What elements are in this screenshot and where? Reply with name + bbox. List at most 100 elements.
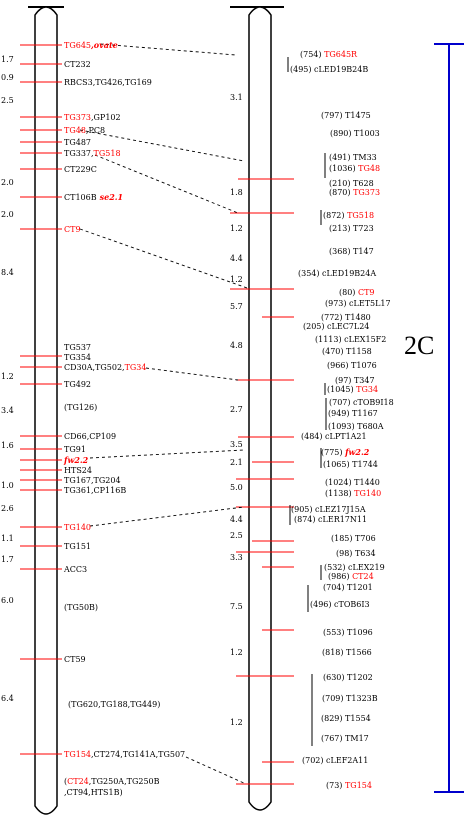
right-marker: (775) fw2.2 (321, 447, 370, 457)
left-marker: ACC3 (63, 565, 87, 574)
right-chromosome (230, 6, 284, 811)
right-dist: 4.4 (230, 254, 243, 263)
right-marker: (870) TG373 (329, 188, 380, 197)
right-marker: (97) T347 (335, 376, 375, 385)
right-marker: (973) cLET5L17 (325, 299, 391, 308)
right-dist: 5.7 (230, 302, 243, 311)
left-marker: CT9 (64, 225, 81, 234)
left-marker: CT229C (64, 165, 97, 174)
left-dist: 3.4 (1, 406, 14, 415)
left-dist: 2.0 (1, 210, 14, 219)
right-marker: (213) T723 (329, 224, 374, 233)
left-marker: TG337,TG518 (64, 149, 121, 158)
right-marker: (1138) TG140 (325, 489, 381, 498)
left-dist: 2.0 (1, 178, 14, 187)
left-marker: CD30A,TG502,TG34 (64, 363, 146, 372)
left-dist: 2.5 (1, 96, 14, 105)
right-marker: (797) T1475 (321, 111, 371, 120)
right-marker: (767) TM17 (321, 734, 369, 743)
right-marker: (949) T1167 (328, 409, 378, 418)
right-marker: (890) T1003 (330, 129, 380, 138)
right-marker: (491) TM33 (329, 153, 377, 162)
right-marker: (354) cLED19B24A (298, 269, 376, 278)
right-dist: 1.8 (230, 188, 243, 197)
right-dist: 3.1 (230, 93, 243, 102)
left-marker: TG361,CP116B (64, 486, 126, 495)
marker-brackets (287, 57, 327, 746)
left-marker: (CT24,TG250A,TG250B (64, 777, 160, 786)
right-dist: 2.1 (230, 458, 243, 467)
left-dist: 1.6 (1, 441, 14, 450)
left-marker: (TG620,TG188,TG449) (68, 700, 160, 709)
left-marker: TG373,GP102 (64, 113, 121, 122)
left-marker: TG354 (64, 353, 91, 362)
right-marker: (1065) T1744 (323, 460, 378, 469)
right-marker: (709) T1323B (322, 694, 378, 703)
left-marker: TG154,CT274,TG141A,TG507 (64, 750, 185, 759)
left-marker: fw2.2 (63, 455, 89, 465)
right-marker: (470) T1158 (322, 347, 372, 356)
right-marker: (905) cLEZ17J15A (291, 505, 366, 514)
right-marker: (966) T1076 (327, 361, 377, 370)
right-marker: (1045) TG34 (327, 385, 378, 394)
left-marker-ticks (20, 44, 62, 755)
left-dist: 1.7 (1, 55, 14, 64)
left-dist: 1.0 (1, 481, 14, 490)
right-dist: 3.5 (230, 440, 243, 449)
left-marker: TG48,PC8 (64, 126, 105, 135)
right-marker: (702) cLEF2A11 (302, 756, 368, 765)
left-marker: (TG50B) (64, 603, 98, 612)
right-dist: 1.2 (230, 718, 243, 727)
left-dist: 2.6 (1, 504, 14, 513)
left-marker: CD66,CP109 (64, 432, 116, 441)
left-marker: TG492 (64, 380, 91, 389)
right-dist: 2.5 (230, 531, 243, 540)
right-marker: (707) cTOB9I18 (329, 398, 394, 407)
right-dist: 1.2 (230, 275, 243, 284)
right-dist: 1.2 (230, 224, 243, 233)
right-marker-ticks (230, 178, 294, 785)
right-marker: (73) TG154 (326, 781, 372, 790)
right-marker: (98) T634 (336, 549, 376, 558)
right-marker: (874) cLER17N11 (294, 515, 367, 524)
left-marker: RBCS3,TG426,TG169 (64, 78, 152, 87)
right-marker: (1113) cLEX15F2 (315, 335, 386, 344)
left-marker: TG140 (64, 523, 91, 532)
left-marker: TG91 (64, 445, 86, 454)
right-marker: (1093) T680A (328, 422, 384, 431)
chromosome-label: 2C (404, 331, 434, 360)
left-dist: 0.9 (1, 73, 14, 82)
right-dist: 7.5 (230, 602, 243, 611)
right-marker: (496) cTOB6I3 (310, 600, 370, 609)
chromosome-span-bar (434, 43, 464, 793)
right-marker: (772) T1480 (321, 313, 371, 322)
right-marker: (754) TG645R (300, 50, 358, 59)
right-marker: (829) T1554 (321, 714, 371, 723)
right-marker: (185) T706 (331, 534, 376, 543)
right-dist: 5.0 (230, 483, 243, 492)
right-marker: (1036) TG48 (329, 164, 380, 173)
right-marker-labels: (754) TG645R (495) cLED19B24B (797) T147… (290, 50, 394, 790)
left-marker: (TG126) (64, 403, 97, 412)
left-dist: 6.4 (1, 694, 14, 703)
left-dist: 6.0 (1, 596, 14, 605)
right-dist: 1.2 (230, 648, 243, 657)
right-marker: (368) T147 (329, 247, 374, 256)
left-marker: CT106B se2.1 (64, 192, 123, 202)
left-marker: CT232 (64, 60, 91, 69)
left-marker: ,CT94,HTS1B) (64, 788, 123, 797)
right-dist: 2.7 (230, 405, 243, 414)
left-dist: 1.2 (1, 372, 14, 381)
right-marker: (818) T1566 (322, 648, 372, 657)
left-interval-distances: 1.7 0.9 2.5 2.0 2.0 8.4 1.2 3.4 1.6 1.0 … (1, 55, 14, 703)
left-chromosome (28, 6, 64, 815)
right-marker: (495) cLED19B24B (290, 65, 368, 74)
right-marker: (80) CT9 (339, 288, 375, 297)
left-marker: CT59 (64, 655, 86, 664)
right-marker: (553) T1096 (323, 628, 373, 637)
right-marker: (986) CT24 (328, 572, 374, 581)
right-marker: (1024) T1440 (325, 478, 380, 487)
left-marker: TG151 (64, 542, 91, 551)
left-marker: HTS24 (64, 466, 92, 475)
